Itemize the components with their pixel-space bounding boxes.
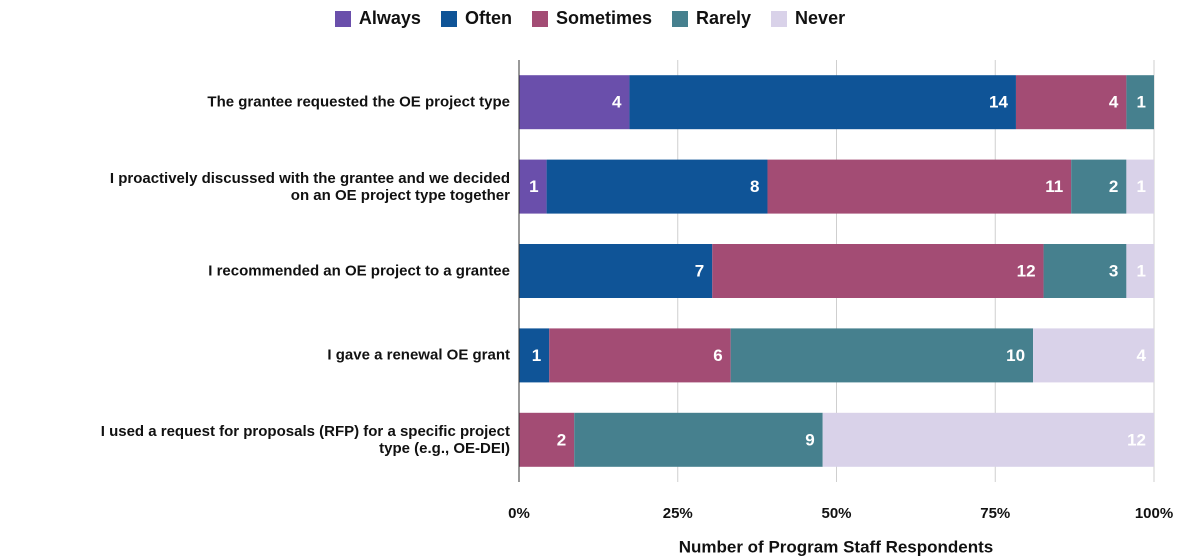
- y-tick-label: I proactively discussed with the grantee…: [109, 169, 510, 204]
- data-label: 1: [529, 177, 538, 196]
- bar-segment: [519, 328, 550, 383]
- data-label: 14: [989, 93, 1008, 112]
- bar-segment: [1126, 75, 1154, 130]
- bar-segment: [822, 412, 1154, 467]
- legend-swatch: [334, 10, 351, 27]
- data-label: 10: [1006, 346, 1025, 365]
- bar-segment: [546, 159, 768, 214]
- bar-segment: [767, 159, 1072, 214]
- data-label: 2: [557, 430, 566, 449]
- data-label: 1: [532, 346, 541, 365]
- bar-segment: [730, 328, 1034, 383]
- data-label: 2: [1109, 177, 1118, 196]
- x-tick-label: 50%: [821, 505, 851, 522]
- data-label: 7: [695, 261, 704, 280]
- x-tick-label: 25%: [663, 505, 693, 522]
- data-label: 4: [1109, 93, 1119, 112]
- data-label: 11: [1045, 177, 1063, 196]
- bar-segment: [1126, 244, 1154, 298]
- data-label: 1: [1137, 177, 1146, 196]
- x-axis-title: Number of Program Staff Respondents: [679, 537, 994, 556]
- bar-segment: [574, 412, 823, 467]
- legend-swatch: [672, 10, 688, 27]
- y-tick-label: I gave a renewal OE grant: [327, 346, 510, 364]
- bar-segment: [712, 244, 1044, 298]
- y-tick-label: I recommended an OE project to a grantee: [208, 262, 510, 280]
- legend-item: Rarely: [672, 8, 751, 29]
- legend-label: Often: [464, 8, 512, 28]
- bar-segment: [549, 328, 731, 383]
- legend-label: Sometimes: [555, 8, 652, 28]
- data-label: 12: [1127, 430, 1146, 449]
- x-tick-label: 0%: [508, 505, 530, 522]
- data-label: 12: [1017, 261, 1036, 280]
- y-tick-label: The grantee requested the OE project typ…: [207, 93, 510, 111]
- x-tick-label: 75%: [980, 505, 1010, 522]
- bar-segment: [1126, 159, 1154, 214]
- bar-segment: [519, 159, 547, 214]
- x-tick-label: 100%: [1135, 505, 1173, 522]
- legend-swatch: [531, 10, 548, 27]
- legend-item: Sometimes: [531, 8, 652, 29]
- bar-segment: [629, 75, 1016, 130]
- y-tick-label: I used a request for proposals (RFP) for…: [100, 422, 510, 457]
- data-label: 3: [1109, 261, 1118, 280]
- bar-segment: [519, 412, 575, 467]
- legend-label: Always: [358, 8, 421, 28]
- bar-segment: [1043, 244, 1127, 298]
- legend-label: Never: [795, 8, 846, 28]
- legend-label: Rarely: [696, 8, 752, 28]
- data-label: 1: [1137, 261, 1146, 280]
- legend-item: Often: [440, 8, 512, 29]
- data-label: 4: [1137, 346, 1147, 365]
- legend-swatch: [440, 10, 457, 27]
- legend-swatch: [771, 10, 788, 27]
- data-label: 1: [1137, 93, 1146, 112]
- bar-segment: [1071, 159, 1127, 214]
- bar-segment: [519, 244, 713, 298]
- legend: Always Often Sometimes Rarely Never: [0, 8, 1180, 29]
- data-label: 9: [805, 430, 814, 449]
- bar-segment: [519, 75, 630, 130]
- legend-item: Never: [771, 8, 845, 29]
- data-label: 4: [612, 93, 622, 112]
- data-label: 8: [750, 177, 759, 196]
- bar-segment: [1015, 75, 1127, 130]
- bar-segment: [1033, 328, 1154, 383]
- legend-item: Always: [334, 8, 421, 29]
- data-label: 6: [713, 346, 722, 365]
